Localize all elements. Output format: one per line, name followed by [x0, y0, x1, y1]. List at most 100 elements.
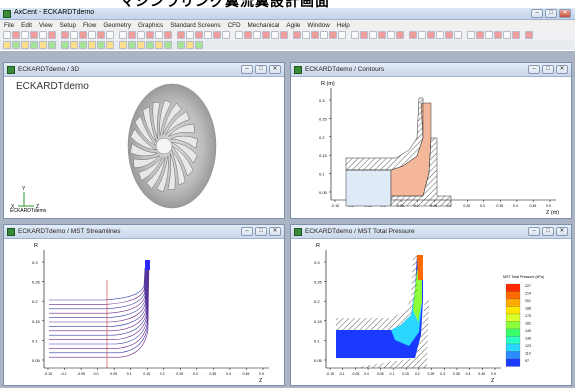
toolbar-button[interactable]	[195, 31, 203, 39]
toolbar-button[interactable]	[119, 41, 127, 49]
toolbar-button[interactable]	[164, 31, 172, 39]
toolbar-button[interactable]	[21, 31, 29, 39]
menu-edit[interactable]: Edit	[21, 21, 33, 29]
toolbar-button[interactable]	[454, 31, 462, 39]
menu-graphics[interactable]: Graphics	[137, 21, 164, 29]
toolbar-button[interactable]	[351, 31, 359, 39]
maximize-button[interactable]: □	[542, 65, 554, 74]
close-button[interactable]: ✕	[556, 65, 568, 74]
maximize-button[interactable]: □	[255, 227, 267, 236]
toolbar-button[interactable]	[70, 41, 78, 49]
minimize-button[interactable]: –	[241, 65, 253, 74]
toolbar-button[interactable]	[329, 31, 337, 39]
toolbar-button[interactable]	[88, 31, 96, 39]
menu-mechanical[interactable]: Mechanical	[247, 21, 280, 29]
toolbar-button[interactable]	[3, 41, 11, 49]
menu-setup[interactable]: Setup	[59, 21, 77, 29]
toolbar-button[interactable]	[30, 41, 38, 49]
maximize-button[interactable]: □	[255, 65, 267, 74]
window-3d[interactable]: ECKARDTdemo / 3D – □ ✕ ECKARDTdemo X Y Z E…	[3, 62, 285, 219]
toolbar-button[interactable]	[262, 31, 270, 39]
toolbar-button[interactable]	[485, 31, 493, 39]
toolbar-button[interactable]	[119, 31, 127, 39]
toolbar-button[interactable]	[293, 31, 301, 39]
toolbar-button[interactable]	[146, 31, 154, 39]
toolbar-button[interactable]	[360, 31, 368, 39]
menu-standard-screens[interactable]: Standard Screens	[170, 21, 221, 29]
toolbar-button[interactable]	[436, 31, 444, 39]
toolbar-button[interactable]	[128, 31, 136, 39]
window-pressure-titlebar[interactable]: ECKARDTdemo / MST Total Pressure – □ ✕	[291, 225, 571, 239]
minimize-button[interactable]: –	[241, 227, 253, 236]
toolbar-button[interactable]	[97, 31, 105, 39]
toolbar-button[interactable]	[396, 31, 404, 39]
toolbar-button[interactable]	[195, 41, 203, 49]
window-contours-titlebar[interactable]: ECKARDTdemo / Contours – □ ✕	[291, 63, 571, 77]
toolbar-button[interactable]	[79, 41, 87, 49]
close-button[interactable]: ✕	[559, 9, 571, 18]
window-total-pressure[interactable]: ECKARDTdemo / MST Total Pressure – □ ✕ R Z 0…	[290, 224, 572, 386]
menu-flow[interactable]: Flow	[83, 21, 97, 29]
toolbar-button[interactable]	[177, 31, 185, 39]
minimize-button[interactable]: –	[531, 9, 543, 18]
toolbar-button[interactable]	[39, 31, 47, 39]
menu-file[interactable]: File	[4, 21, 15, 29]
toolbar-button[interactable]	[503, 31, 511, 39]
minimize-button[interactable]: –	[528, 65, 540, 74]
toolbar-button[interactable]	[467, 31, 475, 39]
toolbar-button[interactable]	[204, 31, 212, 39]
menu-agile[interactable]: Agile	[286, 21, 301, 29]
toolbar-button[interactable]	[271, 31, 279, 39]
toolbar-button[interactable]	[106, 41, 114, 49]
toolbar-button[interactable]	[311, 31, 319, 39]
toolbar-button[interactable]	[235, 31, 243, 39]
menu-view[interactable]: View	[39, 21, 53, 29]
toolbar-button[interactable]	[128, 41, 136, 49]
close-button[interactable]: ✕	[269, 227, 281, 236]
window-contours[interactable]: ECKARDTdemo / Contours – □ ✕ R (m) Z (m) 0.3…	[290, 62, 572, 219]
toolbar-button[interactable]	[378, 31, 386, 39]
toolbar-button[interactable]	[39, 41, 47, 49]
close-button[interactable]: ✕	[269, 65, 281, 74]
window-streamlines-titlebar[interactable]: ECKARDTdemo / MST Streamlines – □ ✕	[4, 225, 284, 239]
toolbar-button[interactable]	[97, 41, 105, 49]
toolbar-button[interactable]	[387, 31, 395, 39]
maximize-button[interactable]: □	[545, 9, 557, 18]
toolbar-button[interactable]	[494, 31, 502, 39]
window-streamlines[interactable]: ECKARDTdemo / MST Streamlines – □ ✕ R Z 0.3 0…	[3, 224, 285, 386]
toolbar-button[interactable]	[338, 31, 346, 39]
toolbar-button[interactable]	[369, 31, 377, 39]
toolbar-button[interactable]	[30, 31, 38, 39]
toolbar-button[interactable]	[88, 41, 96, 49]
toolbar-button[interactable]	[213, 31, 221, 39]
toolbar-button[interactable]	[155, 31, 163, 39]
menu-cfd[interactable]: CFD	[227, 21, 241, 29]
toolbar-button[interactable]	[137, 31, 145, 39]
toolbar-button[interactable]	[3, 31, 11, 39]
toolbar-button[interactable]	[512, 31, 520, 39]
minimize-button[interactable]: –	[528, 227, 540, 236]
toolbar-button[interactable]	[21, 41, 29, 49]
toolbar-button[interactable]	[476, 31, 484, 39]
toolbar-button[interactable]	[79, 31, 87, 39]
toolbar-button[interactable]	[12, 41, 20, 49]
menu-help[interactable]: Help	[336, 21, 350, 29]
toolbar-button[interactable]	[61, 31, 69, 39]
toolbar-button[interactable]	[48, 31, 56, 39]
toolbar-button[interactable]	[418, 31, 426, 39]
toolbar-button[interactable]	[164, 41, 172, 49]
maximize-button[interactable]: □	[542, 227, 554, 236]
toolbar-button[interactable]	[177, 41, 185, 49]
toolbar-button[interactable]	[137, 41, 145, 49]
close-button[interactable]: ✕	[556, 227, 568, 236]
toolbar-button[interactable]	[244, 31, 252, 39]
window-3d-titlebar[interactable]: ECKARDTdemo / 3D – □ ✕	[4, 63, 284, 77]
toolbar-button[interactable]	[427, 31, 435, 39]
toolbar-button[interactable]	[155, 41, 163, 49]
toolbar-button[interactable]	[280, 31, 288, 39]
toolbar-button[interactable]	[253, 31, 261, 39]
toolbar-button[interactable]	[146, 41, 154, 49]
toolbar-button[interactable]	[186, 31, 194, 39]
toolbar-button[interactable]	[409, 31, 417, 39]
toolbar-button[interactable]	[302, 31, 310, 39]
